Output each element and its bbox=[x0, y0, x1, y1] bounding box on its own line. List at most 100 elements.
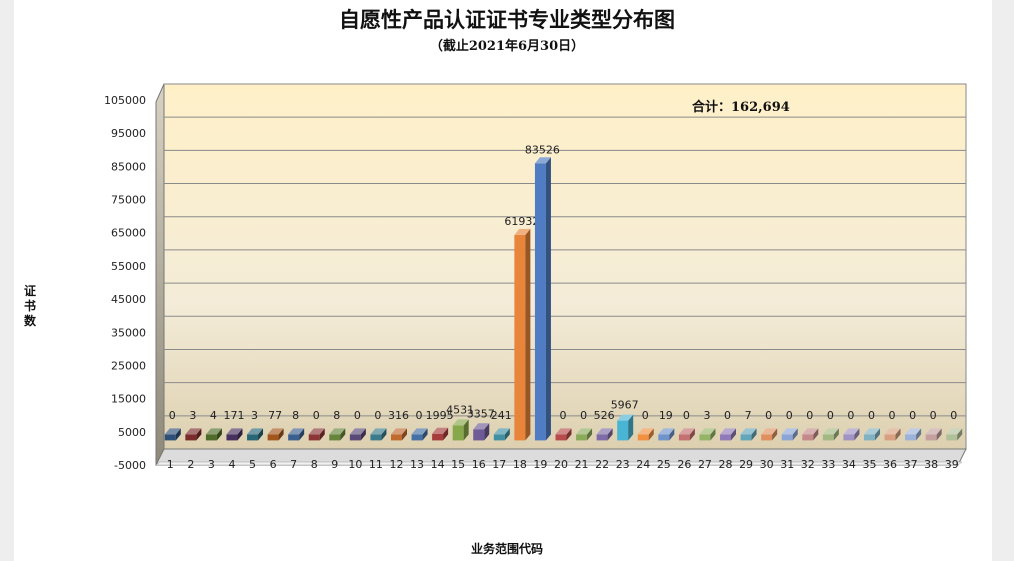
bar-front bbox=[288, 434, 300, 441]
bar-front bbox=[720, 434, 732, 441]
bar-side bbox=[607, 428, 613, 441]
bar-top bbox=[596, 428, 613, 435]
bar-top bbox=[493, 428, 510, 435]
data-label: 0 bbox=[169, 409, 176, 422]
x-tick-label: 37 bbox=[904, 458, 918, 471]
data-label: 0 bbox=[786, 409, 793, 422]
bar-front bbox=[761, 434, 773, 441]
y-tick-label: 15000 bbox=[111, 393, 146, 406]
bar-front bbox=[740, 434, 752, 441]
bar-side bbox=[854, 428, 860, 441]
bar-side bbox=[360, 428, 366, 441]
data-label: 4531 bbox=[446, 403, 474, 416]
bar bbox=[349, 428, 366, 441]
x-tick-label: 30 bbox=[760, 458, 774, 471]
bar bbox=[658, 428, 675, 441]
bar-top bbox=[822, 428, 839, 435]
bar bbox=[308, 428, 325, 441]
data-label: 19 bbox=[659, 409, 673, 422]
y-axis-label: 证书数 bbox=[23, 284, 36, 328]
x-tick-label: 38 bbox=[924, 458, 938, 471]
bar-top bbox=[761, 428, 778, 435]
x-tick-label: 11 bbox=[369, 458, 383, 471]
bar-top bbox=[185, 428, 202, 435]
bar-front bbox=[514, 234, 526, 441]
x-tick-label: 33 bbox=[821, 458, 835, 471]
bar-side bbox=[340, 428, 346, 441]
right-margin-strip bbox=[992, 0, 1014, 561]
bar-side bbox=[936, 428, 942, 441]
bar bbox=[699, 428, 716, 441]
x-tick-label: 4 bbox=[228, 458, 235, 471]
bar-top bbox=[678, 428, 695, 435]
x-tick-label: 18 bbox=[513, 458, 527, 471]
bar-front bbox=[267, 434, 279, 441]
bar-top bbox=[205, 428, 222, 435]
x-tick-label: 12 bbox=[389, 458, 403, 471]
bar-side bbox=[401, 428, 407, 441]
bar-side bbox=[689, 428, 695, 441]
bar-side bbox=[299, 428, 305, 441]
plot-side-wall bbox=[155, 83, 165, 466]
bar-top bbox=[720, 428, 737, 435]
data-label: 3 bbox=[703, 409, 710, 422]
bar-front bbox=[185, 434, 197, 441]
bar-front bbox=[678, 434, 690, 441]
bar bbox=[247, 428, 264, 441]
bar-side bbox=[751, 428, 757, 441]
bar-side bbox=[504, 428, 510, 441]
x-tick-label: 8 bbox=[311, 458, 318, 471]
bar bbox=[637, 428, 654, 441]
bar-front bbox=[617, 420, 629, 441]
bar-top bbox=[473, 423, 490, 430]
x-tick-label: 7 bbox=[290, 458, 297, 471]
bar bbox=[761, 428, 778, 441]
bar-front bbox=[370, 434, 382, 441]
bar bbox=[740, 428, 757, 441]
bar-side bbox=[916, 428, 922, 441]
bar-side bbox=[874, 428, 880, 441]
bar bbox=[411, 428, 428, 441]
bar-top bbox=[432, 427, 449, 434]
y-tick-label: -5000 bbox=[114, 459, 146, 472]
bar bbox=[822, 428, 839, 441]
bar-top bbox=[576, 428, 593, 435]
data-label: 61932 bbox=[504, 215, 539, 228]
bar-side bbox=[525, 228, 531, 441]
bar-front bbox=[596, 434, 608, 441]
bar-side bbox=[237, 428, 243, 441]
data-label: 0 bbox=[889, 409, 896, 422]
data-label: 0 bbox=[416, 409, 423, 422]
bar-front bbox=[308, 434, 320, 441]
bar-top bbox=[390, 428, 407, 435]
bar-front bbox=[925, 434, 937, 441]
bar-front bbox=[247, 434, 259, 441]
y-tick-label: 45000 bbox=[111, 293, 146, 306]
bar-top bbox=[946, 428, 963, 435]
bar bbox=[164, 428, 181, 441]
data-label: 3 bbox=[189, 409, 196, 422]
bar bbox=[390, 428, 407, 441]
data-label: 0 bbox=[868, 409, 875, 422]
bar-front bbox=[884, 434, 896, 441]
bar bbox=[514, 228, 531, 441]
x-tick-label: 39 bbox=[945, 458, 959, 471]
bar bbox=[555, 428, 572, 441]
y-tick-label: 65000 bbox=[111, 227, 146, 240]
bar-front bbox=[699, 434, 711, 441]
bar bbox=[534, 157, 551, 441]
bar bbox=[843, 428, 860, 441]
x-tick-label: 16 bbox=[472, 458, 486, 471]
data-label: 77 bbox=[268, 409, 282, 422]
data-label: 0 bbox=[313, 409, 320, 422]
bar-top bbox=[411, 428, 428, 435]
chart-subtitle: （截止2021年6月30日） bbox=[429, 39, 585, 54]
y-tick-label: 5000 bbox=[118, 426, 146, 439]
bar-front bbox=[329, 434, 341, 441]
data-label: 3 bbox=[251, 409, 258, 422]
x-tick-label: 29 bbox=[739, 458, 753, 471]
data-label: 0 bbox=[642, 409, 649, 422]
bar-side bbox=[278, 428, 284, 441]
data-label: 0 bbox=[765, 409, 772, 422]
bar bbox=[432, 427, 449, 441]
